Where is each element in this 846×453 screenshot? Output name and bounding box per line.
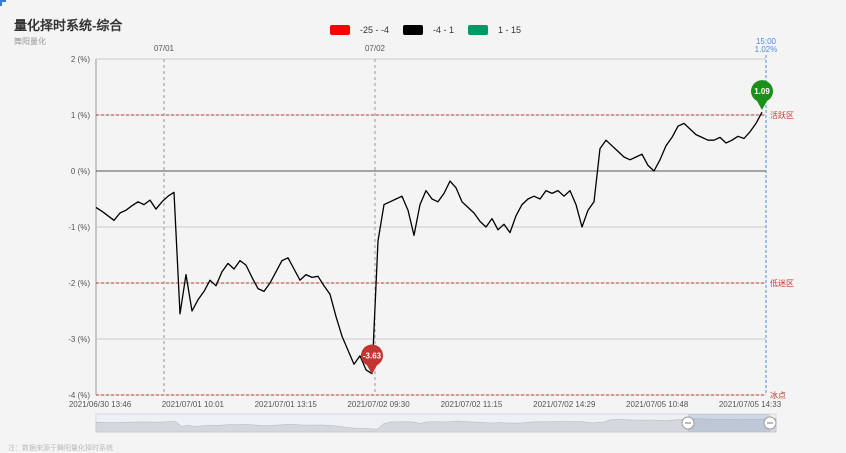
max-marker-label: 1.09 xyxy=(754,87,770,96)
max-marker: 1.09 xyxy=(750,80,773,110)
zone-label: 活跃区 xyxy=(770,110,794,120)
zoom-selection xyxy=(688,414,770,432)
min-marker-label: -3.63 xyxy=(363,351,382,360)
legend-item-mid[interactable]: -4 - 1 xyxy=(403,25,454,35)
day-markers: 07/01 07/02 xyxy=(154,44,386,395)
x-tick-label: 2021/07/05 14:33 xyxy=(719,400,782,409)
cursor-time: 15:00 xyxy=(756,37,777,46)
legend-label-low: -25 - -4 xyxy=(360,25,390,35)
legend-item-high[interactable]: 1 - 15 xyxy=(468,25,521,35)
y-tick-label: -3 (%) xyxy=(68,335,90,344)
min-marker: -3.63 xyxy=(361,344,383,375)
cursor-value: 1.02% xyxy=(755,45,778,54)
x-tick-label: 2021/07/02 14:29 xyxy=(533,400,596,409)
x-tick-label: 2021/06/30 13:46 xyxy=(69,400,132,409)
legend-swatch-high xyxy=(468,25,489,35)
legend-label-high: 1 - 15 xyxy=(498,25,522,35)
chart-subtitle: 舞阳量化 xyxy=(14,37,46,46)
zoom-preview xyxy=(95,417,777,433)
legend: -25 - -4 -4 - 1 1 - 15 xyxy=(330,25,535,35)
y-tick-label: 0 (%) xyxy=(71,167,90,176)
y-tick-label: -4 (%) xyxy=(68,391,90,400)
x-tick-label: 2021/07/01 13:15 xyxy=(255,400,318,409)
zone-label: 冰点 xyxy=(770,390,786,400)
x-tick-label: 2021/07/05 10:48 xyxy=(626,400,689,409)
x-axis: 2021/06/30 13:46 2021/07/01 10:01 2021/07/… xyxy=(69,400,782,409)
series-line xyxy=(95,111,763,375)
legend-label-mid: -4 - 1 xyxy=(433,25,455,35)
legend-item-low[interactable]: -25 - -4 xyxy=(330,25,389,35)
y-axis: 2 (%) 1 (%) 0 (%) -1 (%) -2 (%) -3 (%) -4 (%) xyxy=(68,55,90,400)
grid-layer xyxy=(95,58,766,396)
min-marker-shape xyxy=(361,344,383,375)
series-layer xyxy=(95,111,763,375)
max-marker-shape xyxy=(750,80,773,110)
cursor-layer: 15:001.02% xyxy=(755,37,778,395)
marker-layer: -3.63 1.09 xyxy=(361,80,773,375)
corner-mark xyxy=(0,0,6,6)
y-tick-label: 2 (%) xyxy=(71,55,90,64)
y-tick-label: -1 (%) xyxy=(68,223,90,232)
zone-label: 低迷区 xyxy=(770,278,794,288)
day-marker-label: 07/02 xyxy=(365,44,386,53)
legend-swatch-low xyxy=(330,25,350,35)
chart-title: 量化择时系统-综合 xyxy=(14,18,123,33)
x-tick-label: 2021/07/01 10:01 xyxy=(162,400,225,409)
y-tick-label: -2 (%) xyxy=(68,279,90,288)
x-tick-label: 2021/07/02 11:15 xyxy=(441,400,503,409)
zoom-slider[interactable] xyxy=(95,413,777,433)
x-tick-label: 2021/07/02 09:30 xyxy=(347,400,410,409)
day-marker-label: 07/01 xyxy=(154,44,175,53)
footer-note: 注：数据来源于舞阳量化择时系统 xyxy=(8,445,113,452)
y-tick-label: 1 (%) xyxy=(71,111,90,120)
legend-swatch-mid xyxy=(403,25,424,35)
